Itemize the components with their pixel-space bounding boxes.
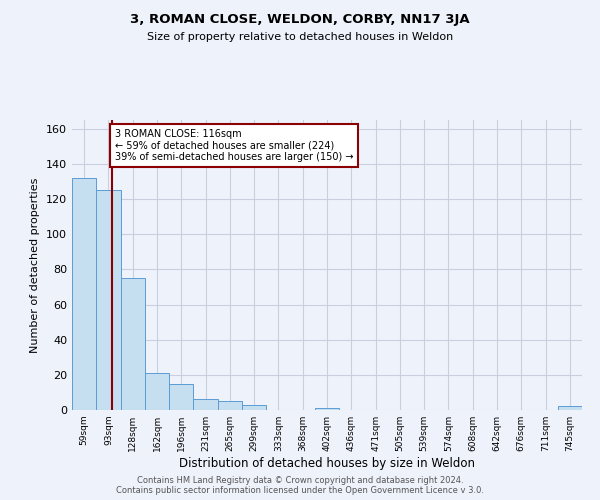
Text: 3, ROMAN CLOSE, WELDON, CORBY, NN17 3JA: 3, ROMAN CLOSE, WELDON, CORBY, NN17 3JA <box>130 12 470 26</box>
Text: Contains HM Land Registry data © Crown copyright and database right 2024.: Contains HM Land Registry data © Crown c… <box>137 476 463 485</box>
Bar <box>315 408 339 410</box>
Bar <box>218 401 242 410</box>
Bar <box>145 373 169 410</box>
Text: Contains public sector information licensed under the Open Government Licence v : Contains public sector information licen… <box>116 486 484 495</box>
Bar <box>558 406 582 410</box>
Bar <box>169 384 193 410</box>
Text: 3 ROMAN CLOSE: 116sqm
← 59% of detached houses are smaller (224)
39% of semi-det: 3 ROMAN CLOSE: 116sqm ← 59% of detached … <box>115 129 353 162</box>
X-axis label: Distribution of detached houses by size in Weldon: Distribution of detached houses by size … <box>179 457 475 470</box>
Bar <box>193 400 218 410</box>
Bar <box>242 404 266 410</box>
Bar <box>96 190 121 410</box>
Bar <box>72 178 96 410</box>
Bar <box>121 278 145 410</box>
Text: Size of property relative to detached houses in Weldon: Size of property relative to detached ho… <box>147 32 453 42</box>
Y-axis label: Number of detached properties: Number of detached properties <box>31 178 40 352</box>
